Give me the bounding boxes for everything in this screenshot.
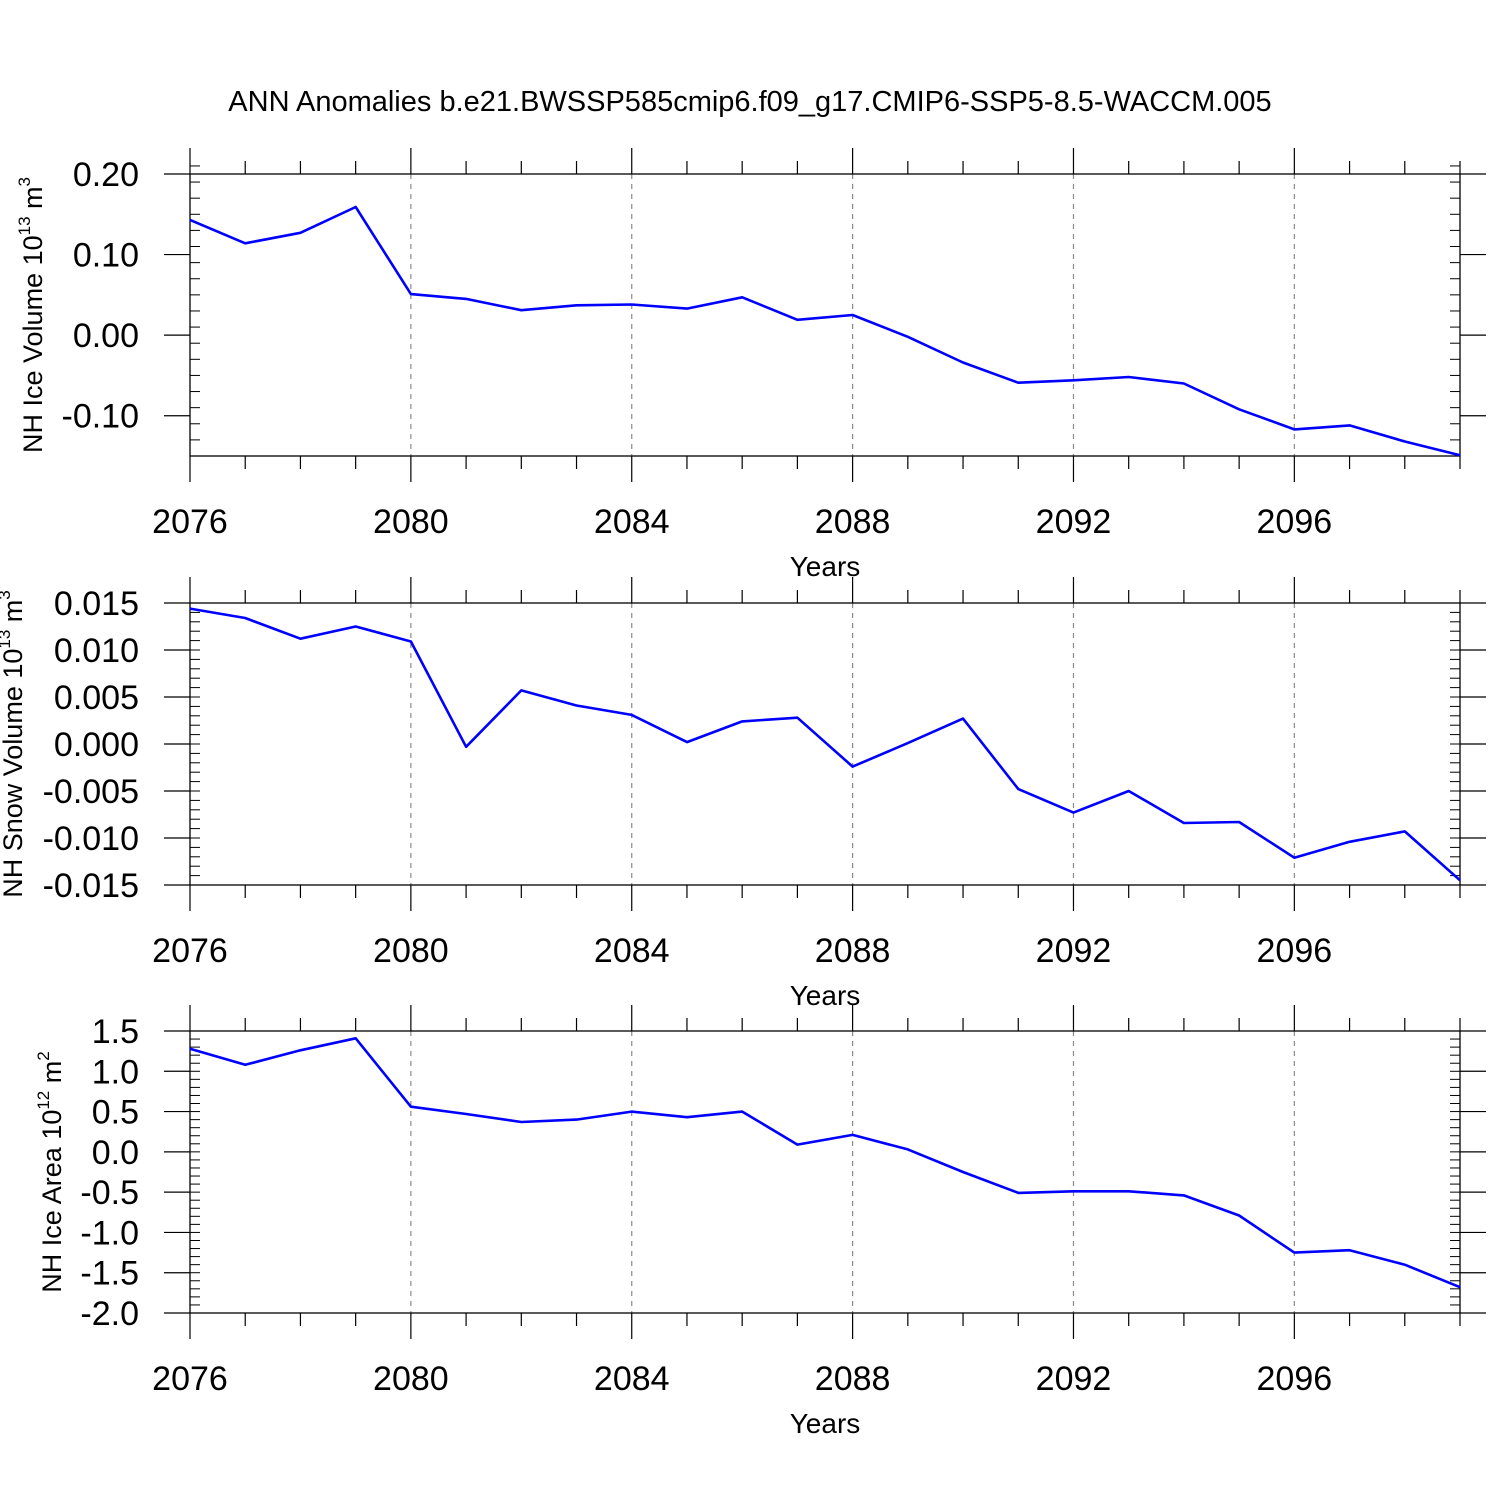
x-tick-label: 2080 (373, 1360, 449, 1398)
y-tick-label: 1.5 (92, 1013, 139, 1051)
y-tick-label: -0.10 (62, 398, 140, 436)
y-axis-label: NH Snow Volume 1013 m3 (0, 590, 28, 898)
y-tick-label: 0.20 (73, 156, 139, 194)
x-tick-label: 2076 (152, 503, 228, 541)
x-tick-label: 2084 (594, 1360, 670, 1398)
y-tick-label: -0.010 (43, 820, 139, 858)
y-tick-label: 0.010 (54, 632, 139, 670)
x-tick-label: 2084 (594, 932, 670, 970)
x-axis-label: Years (790, 1408, 861, 1439)
y-tick-label: 0.0 (92, 1134, 139, 1172)
series-line (189, 205, 1461, 457)
y-tick-label: 0.005 (54, 679, 139, 717)
figure-title: ANN Anomalies b.e21.BWSSP585cmip6.f09_g1… (228, 86, 1271, 118)
y-tick-label: 0.015 (54, 585, 139, 623)
y-tick-label: -0.015 (43, 867, 139, 905)
x-tick-label: 2096 (1257, 1360, 1333, 1398)
panels: 0.20 0.10 0.00 -0.10 2076 2080 2084 2088 2092 209… (0, 148, 1486, 1439)
y-tick-label: -0.005 (43, 773, 139, 811)
y-tick-label: -2.0 (80, 1295, 139, 1333)
panel-3: 1.51.00.50.0-0.5-1.0-1.5-2.0 2076 2080 2084… (34, 1005, 1486, 1439)
panel-2: 0.015 0.010 0.005 0.000 -0.005 -0.010 -0.015 20… (0, 577, 1486, 1011)
x-tick-label: 2076 (152, 932, 228, 970)
x-tick-label: 2088 (815, 932, 891, 970)
x-tick-label: 2088 (815, 503, 891, 541)
y-tick-label: 0.5 (92, 1094, 139, 1132)
x-tick-label: 2096 (1257, 503, 1333, 541)
y-axis-label: NH Ice Volume 1013 m3 (15, 177, 48, 453)
x-tick-label: 2088 (815, 1360, 891, 1398)
x-tick-label: 2092 (1036, 932, 1112, 970)
x-tick-label: 2084 (594, 503, 670, 541)
y-tick-label: 1.0 (92, 1053, 139, 1091)
x-axis-label: Years (790, 980, 861, 1011)
y-tick-label: -1.0 (80, 1214, 139, 1252)
x-axis-label: Years (790, 551, 861, 582)
plot-frame (189, 1030, 1461, 1314)
y-tick-label: 0.00 (73, 317, 139, 355)
x-tick-label: 2092 (1036, 503, 1112, 541)
series-line (189, 607, 1461, 882)
series-line (189, 1037, 1461, 1289)
x-tick-label: 2076 (152, 1360, 228, 1398)
plot-frame (189, 173, 1461, 457)
x-tick-label: 2096 (1257, 932, 1333, 970)
y-tick-label: 0.000 (54, 726, 139, 764)
y-axis-label: NH Ice Area 1012 m2 (34, 1051, 67, 1292)
y-tick-label: 0.10 (73, 237, 139, 275)
y-tick-label: -1.5 (80, 1255, 139, 1293)
x-tick-label: 2080 (373, 932, 449, 970)
x-tick-label: 2092 (1036, 1360, 1112, 1398)
panel-1: 0.20 0.10 0.00 -0.10 2076 2080 2084 2088 2092 209… (15, 148, 1486, 582)
y-tick-label: -0.5 (80, 1174, 139, 1212)
x-tick-label: 2080 (373, 503, 449, 541)
